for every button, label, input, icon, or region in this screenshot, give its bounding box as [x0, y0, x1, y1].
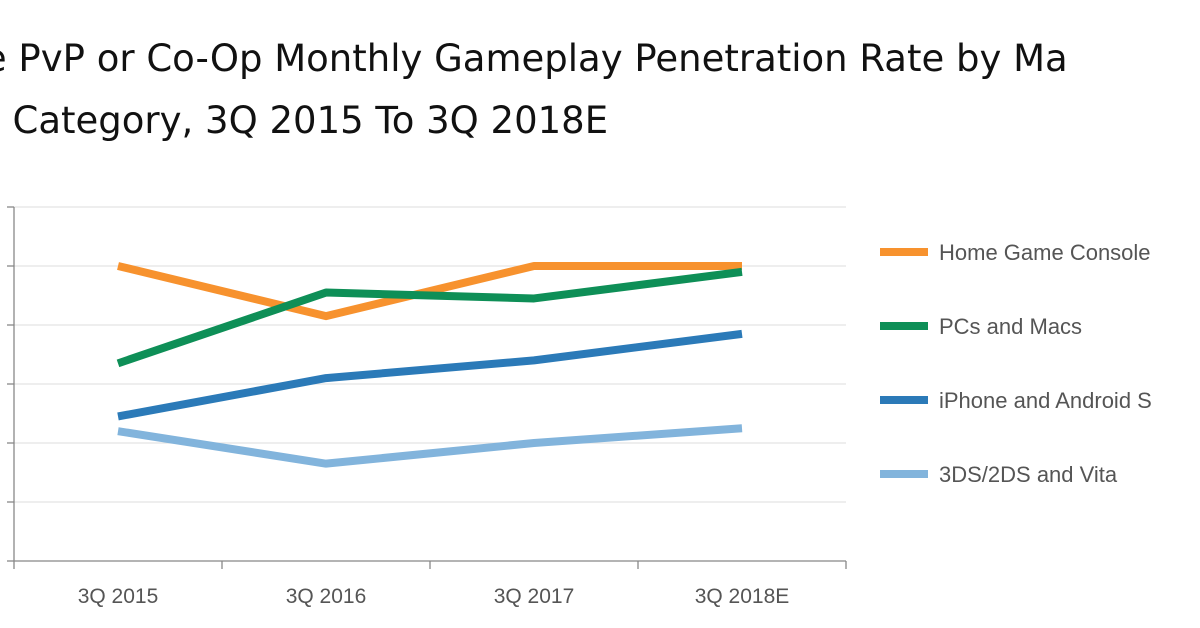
legend-label: PCs and Macs: [939, 314, 1082, 339]
series-line-2: [116, 267, 743, 368]
legend-label: Home Game Console: [939, 240, 1151, 265]
series-line-1: [117, 262, 742, 321]
legend-label: iPhone and Android S: [939, 388, 1152, 413]
x-tick-label: 3Q 2017: [494, 585, 575, 608]
chart-title: ve PvP or Co-Op Monthly Gameplay Penetra…: [0, 30, 1200, 170]
series-line-4: [117, 424, 743, 468]
x-tick-label: 3Q 2015: [78, 585, 159, 608]
x-tick-label: 3Q 2018E: [695, 585, 790, 608]
chart-title-line-1: ve PvP or Co-Op Monthly Gameplay Penetra…: [0, 37, 1068, 80]
chart-title-line-2: e Category, 3Q 2015 To 3Q 2018E: [0, 99, 609, 142]
series-line-3: [117, 329, 743, 421]
x-tick-label: 3Q 2016: [286, 585, 367, 608]
legend-label: 3DS/2DS and Vita: [939, 462, 1118, 487]
